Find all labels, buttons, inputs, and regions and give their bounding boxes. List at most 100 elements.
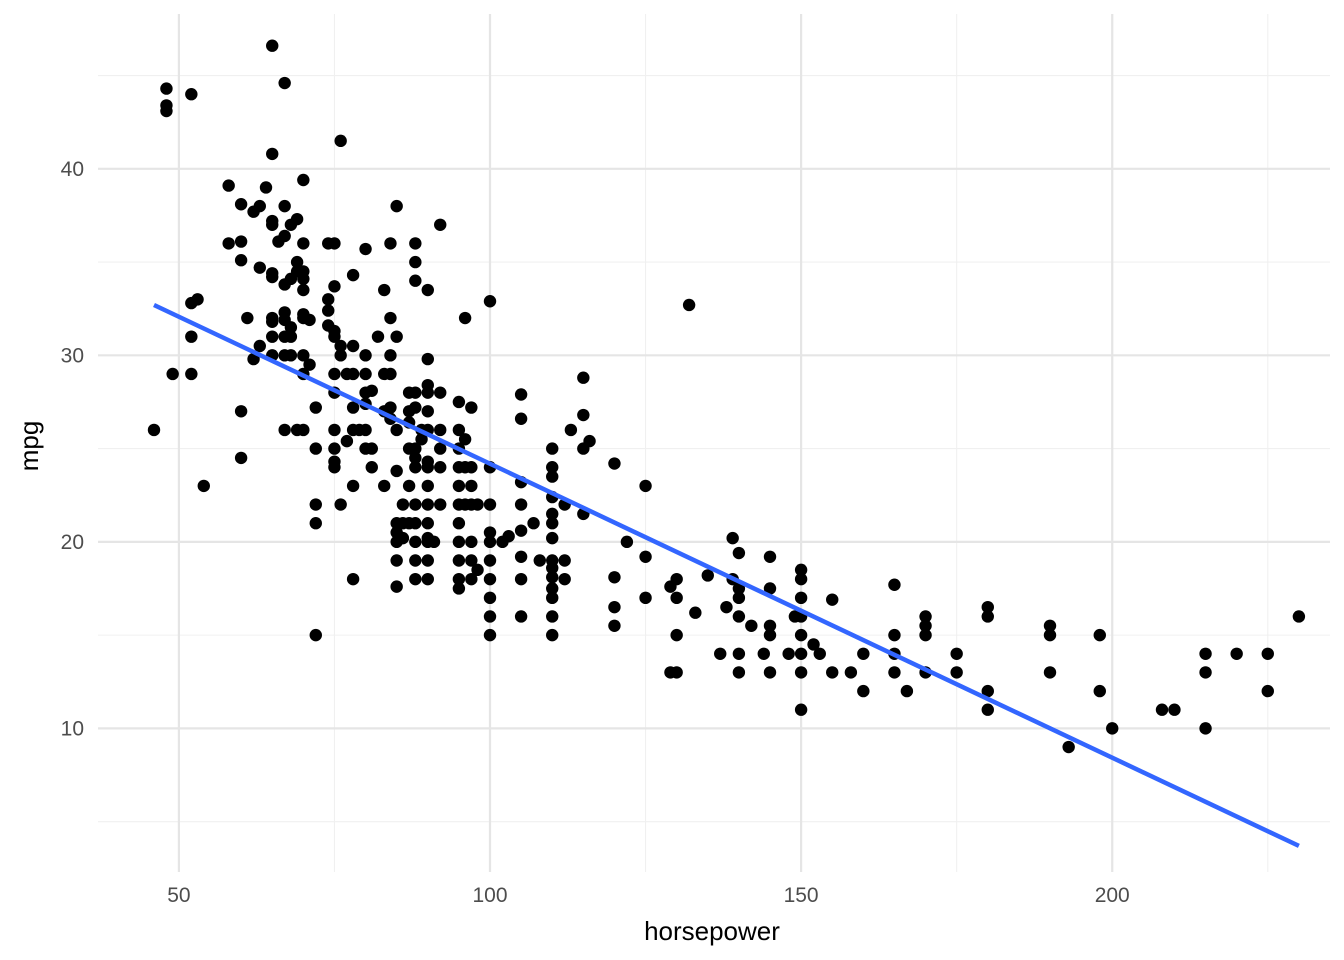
data-point	[1199, 666, 1212, 679]
data-point	[390, 199, 403, 213]
x-tick-label: 200	[1095, 884, 1130, 907]
data-point	[421, 386, 434, 399]
data-point	[434, 386, 447, 399]
data-point	[981, 600, 994, 614]
data-point	[247, 352, 260, 366]
data-point	[670, 572, 683, 586]
data-point	[409, 401, 422, 414]
data-point	[297, 237, 310, 250]
data-point	[794, 666, 808, 679]
data-point	[409, 554, 422, 567]
data-point	[346, 479, 360, 493]
data-point	[297, 423, 310, 437]
data-point	[720, 600, 733, 614]
data-point	[309, 401, 322, 414]
data-point	[483, 526, 497, 539]
data-point	[409, 237, 422, 250]
data-point	[514, 388, 528, 401]
data-point	[714, 647, 727, 660]
data-point	[546, 461, 559, 474]
data-point	[558, 554, 571, 567]
data-point	[900, 684, 914, 698]
data-point	[334, 134, 347, 148]
data-point	[471, 563, 484, 577]
data-point	[421, 461, 434, 474]
data-point	[241, 311, 254, 325]
data-point	[620, 535, 634, 549]
trend-line	[153, 302, 1300, 848]
data-point	[365, 461, 378, 474]
data-point	[1062, 740, 1075, 754]
data-point	[857, 647, 870, 660]
data-point	[502, 530, 515, 543]
data-point	[1155, 703, 1169, 716]
data-point	[1261, 647, 1274, 660]
data-point	[546, 507, 559, 521]
data-point	[278, 229, 291, 243]
data-point	[794, 628, 808, 642]
data-point	[390, 423, 403, 437]
data-point	[546, 470, 559, 483]
data-point	[185, 330, 198, 343]
data-point	[409, 498, 422, 511]
data-point	[813, 647, 826, 660]
data-point	[483, 572, 497, 586]
data-point	[564, 423, 578, 437]
data-point	[434, 461, 447, 474]
data-point	[608, 457, 621, 470]
data-point	[384, 237, 397, 250]
data-point	[346, 367, 360, 381]
data-point	[465, 572, 478, 586]
data-point	[396, 498, 410, 511]
data-point	[608, 600, 621, 614]
data-point	[745, 619, 758, 632]
data-point	[483, 295, 497, 308]
data-point	[284, 321, 298, 334]
data-point	[378, 479, 391, 493]
data-point	[763, 582, 777, 595]
data-point	[577, 408, 590, 422]
data-point	[278, 423, 291, 437]
data-point	[396, 531, 410, 545]
data-point	[297, 173, 310, 187]
data-point	[465, 554, 478, 567]
x-axis-label: horsepower	[644, 916, 780, 946]
data-point	[1106, 722, 1119, 735]
data-point	[434, 498, 447, 511]
data-point	[608, 619, 621, 632]
y-axis-label: mpg	[14, 421, 44, 472]
data-point	[160, 82, 173, 95]
data-point	[670, 666, 683, 679]
data-point	[763, 666, 777, 679]
data-point	[558, 572, 571, 586]
data-point	[546, 531, 559, 545]
data-point	[919, 619, 932, 632]
data-point	[639, 479, 652, 493]
data-point	[1168, 703, 1181, 716]
data-point	[409, 255, 422, 269]
data-point	[471, 498, 484, 511]
data-point	[732, 610, 746, 623]
data-point	[266, 39, 279, 52]
data-point	[919, 628, 932, 642]
data-point	[409, 535, 422, 549]
data-point	[826, 593, 839, 606]
data-point	[253, 339, 266, 353]
data-point	[1093, 628, 1106, 642]
data-point	[1230, 647, 1243, 660]
grid	[98, 14, 1330, 872]
data-point	[452, 395, 466, 409]
data-point	[185, 88, 198, 101]
data-point	[763, 628, 777, 642]
data-point	[290, 255, 304, 269]
data-point	[546, 582, 559, 595]
data-point	[421, 517, 434, 530]
data-point	[253, 199, 266, 213]
data-point	[365, 442, 378, 455]
x-tick-label: 50	[167, 884, 190, 907]
x-tick-label: 150	[784, 884, 819, 907]
data-point	[514, 610, 528, 623]
data-point	[888, 578, 901, 591]
data-point	[514, 498, 528, 511]
data-point	[483, 628, 497, 642]
